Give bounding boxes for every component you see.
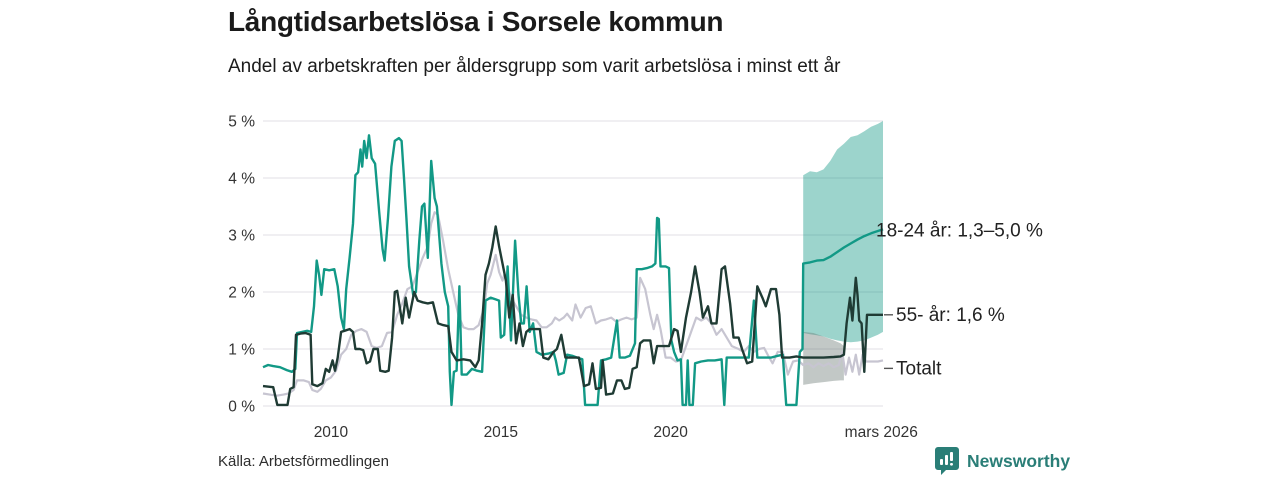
y-tick-label: 0 %: [228, 399, 255, 416]
x-tick-label: 2015: [484, 424, 518, 441]
source-note: Källa: Arbetsförmedlingen: [218, 453, 389, 470]
series-annotation: 55- år: 1,6 %: [896, 305, 1005, 326]
series-line-55plus: [262, 225, 883, 407]
brand-name: Newsworthy: [967, 450, 1071, 471]
series-annotation: 18-24 år: 1,3–5,0 %: [876, 220, 1043, 241]
newsworthy-icon: [935, 447, 959, 475]
series-annotation: Totalt: [896, 358, 942, 379]
y-tick-label: 2 %: [228, 285, 255, 302]
series-line-18-24: [262, 134, 884, 407]
x-tick-label: mars 2026: [845, 424, 918, 441]
page-subtitle: Andel av arbetskraften per åldersgrupp s…: [228, 56, 841, 77]
x-tick-label: 2010: [314, 424, 349, 441]
x-tick-label: 2020: [653, 424, 688, 441]
forecast-band: [803, 121, 883, 343]
y-tick-label: 1 %: [228, 342, 255, 359]
page-title: Långtidsarbetslösa i Sorsele kommun: [228, 6, 724, 37]
y-tick-label: 5 %: [228, 114, 255, 131]
y-tick-label: 3 %: [228, 228, 255, 245]
series-line-total: [262, 211, 884, 397]
y-tick-label: 4 %: [228, 171, 255, 188]
brand-logo: Newsworthy: [934, 446, 1070, 476]
